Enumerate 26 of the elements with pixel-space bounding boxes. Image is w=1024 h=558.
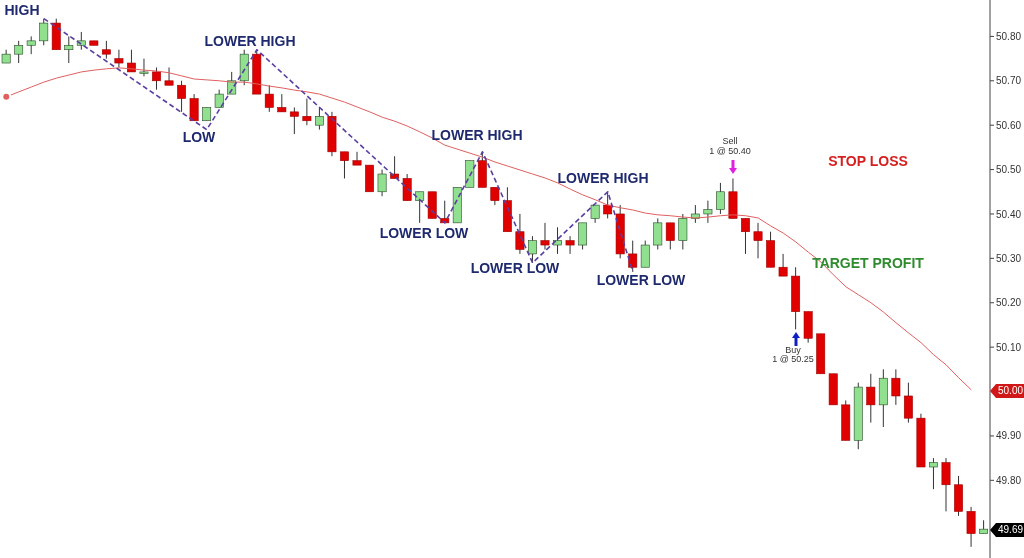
annotation: TARGET PROFIT	[812, 255, 924, 271]
y-tick-label: 50.60	[996, 119, 1022, 131]
y-tick-label: 50.20	[996, 297, 1022, 309]
annotation: HIGH	[4, 2, 40, 18]
y-tick-label: 50.70	[996, 75, 1022, 87]
y-tick-label: 49.90	[996, 430, 1022, 442]
y-tick-label: 50.30	[996, 252, 1022, 264]
text: 49.69	[996, 523, 1024, 537]
annotation: LOWER HIGH	[204, 33, 296, 49]
y-tick-label: 50.80	[996, 30, 1022, 42]
annotation: Sell	[722, 136, 738, 146]
text: 50.00	[996, 384, 1024, 398]
annotation: LOWER LOW	[379, 225, 469, 241]
annotation: LOWER HIGH	[431, 127, 523, 143]
annotation: LOWER HIGH	[557, 170, 649, 186]
annotation: LOWER LOW	[596, 272, 686, 288]
y-tick-label: 50.10	[996, 341, 1022, 353]
y-tick-label: 50.50	[996, 164, 1022, 176]
annotation: STOP LOSS	[828, 153, 908, 169]
annotation: LOW	[182, 129, 216, 145]
annotation: 1 @ 50.25	[772, 354, 814, 364]
annotation: LOWER LOW	[470, 260, 560, 276]
annotation: 1 @ 50.40	[709, 146, 751, 156]
y-tick-label: 49.80	[996, 474, 1022, 486]
y-tick-label: 50.40	[996, 208, 1022, 220]
annotation: Buy	[785, 345, 801, 355]
